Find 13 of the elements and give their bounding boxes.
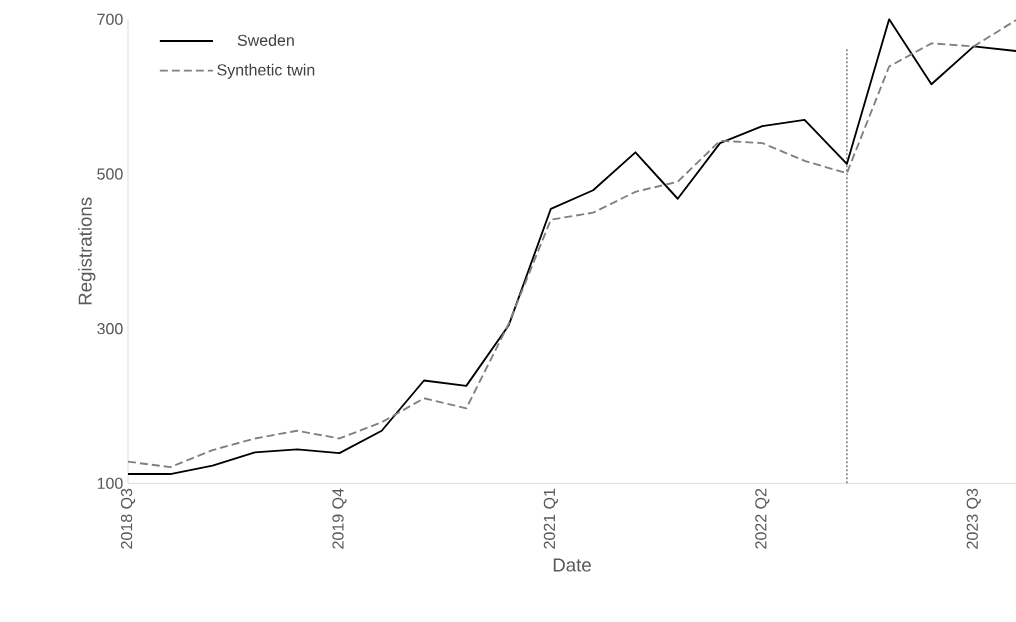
y-tick-label: 500 [97, 168, 123, 180]
x-tick-label: 2019 Q4 [332, 488, 347, 549]
x-tick-label: 2022 Q2 [755, 488, 770, 549]
x-axis-title: Date [553, 558, 591, 572]
y-tick-label: 300 [97, 323, 123, 335]
y-axis-title: Registrations [78, 197, 96, 305]
x-tick-label: 2018 Q3 [120, 488, 136, 549]
legend-label: Synthetic twin [217, 63, 315, 79]
y-tick-label: 100 [97, 477, 123, 489]
legend-label: Sweden [237, 34, 294, 46]
y-tick-label: 700 [97, 13, 123, 25]
x-tick-label: 2023 Q3 [966, 488, 981, 549]
x-tick-label: 2021 Q1 [543, 488, 558, 549]
